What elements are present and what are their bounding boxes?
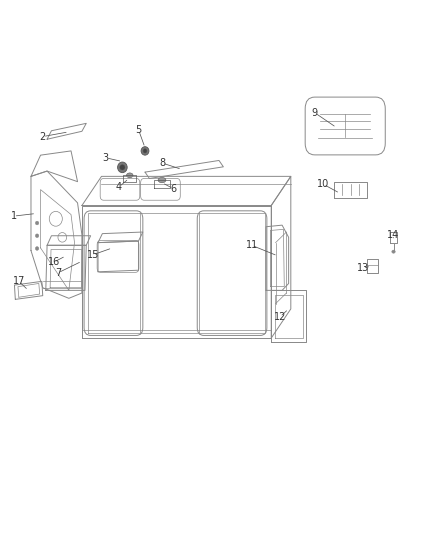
Text: 3: 3 [103, 153, 109, 163]
Text: 17: 17 [13, 276, 25, 286]
Text: 8: 8 [159, 158, 166, 168]
Text: 14: 14 [387, 230, 399, 240]
Ellipse shape [35, 234, 39, 238]
Ellipse shape [141, 147, 149, 155]
Text: 12: 12 [274, 312, 286, 322]
Text: 11: 11 [246, 240, 258, 251]
Text: 7: 7 [55, 268, 61, 278]
Text: 4: 4 [116, 182, 122, 192]
Ellipse shape [120, 165, 125, 170]
Ellipse shape [117, 162, 127, 173]
Ellipse shape [127, 173, 133, 177]
Text: 1: 1 [11, 211, 17, 221]
Text: 2: 2 [39, 132, 46, 142]
Text: 13: 13 [357, 263, 369, 272]
Ellipse shape [35, 247, 39, 251]
Text: 15: 15 [87, 250, 99, 260]
Ellipse shape [35, 221, 39, 225]
Text: 9: 9 [312, 108, 318, 118]
Text: 6: 6 [170, 183, 177, 193]
Text: 5: 5 [135, 125, 141, 135]
Ellipse shape [158, 177, 166, 183]
Ellipse shape [392, 250, 395, 253]
Text: 10: 10 [317, 179, 329, 189]
Ellipse shape [143, 149, 147, 153]
Text: 16: 16 [47, 257, 60, 267]
